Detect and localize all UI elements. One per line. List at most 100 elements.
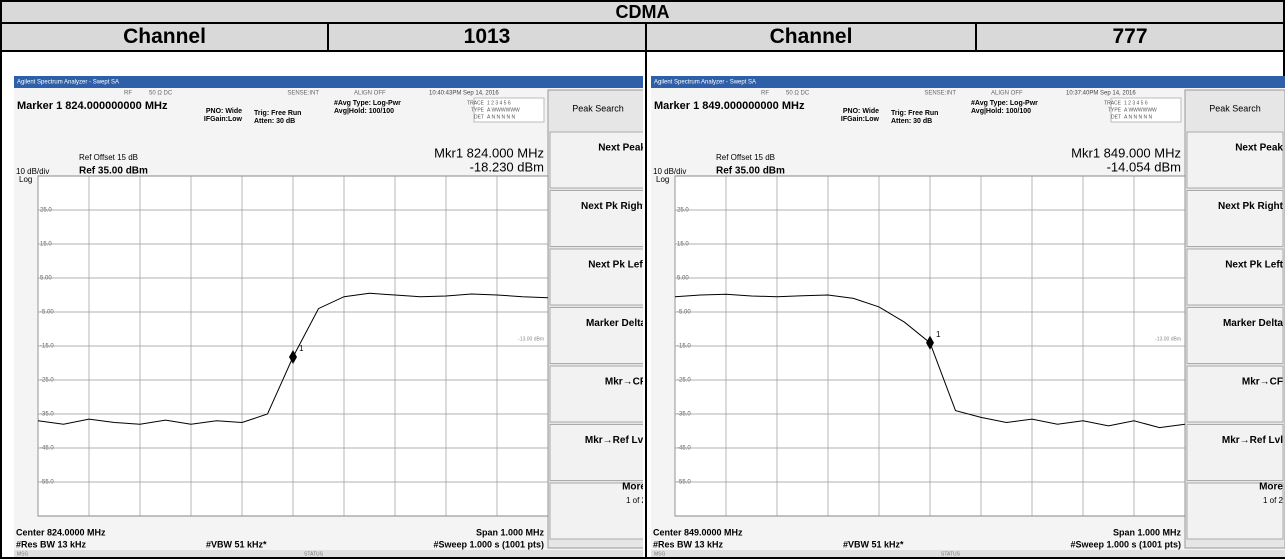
softkey-label: Next Pk Right [581,201,643,212]
header-cell: Channel [647,24,977,50]
softkey[interactable] [549,131,643,189]
ref-offset: Ref Offset 15 dB [716,153,775,162]
title-bar [651,76,1285,88]
softkey-label: Marker Delta [1223,318,1283,329]
marker-line: Marker 1 849.000000000 MHz [654,100,805,112]
y-tick-label: -55.0 [40,480,54,486]
softkey[interactable] [1186,307,1284,364]
y-tick-label: -5.00 [40,310,54,316]
softkey-label: Next Pk Left [588,260,643,271]
trace-info: A N N N N N [487,114,515,120]
display-line-label: -13.00 dBm [518,337,544,343]
softkey-label: Mkr→CF [1242,377,1283,388]
y-tick-label: -15.0 [40,344,54,350]
marker-line: Marker 1 824.000000000 MHz [17,100,168,112]
analyzer-screen: Agilent Spectrum Analyzer - Swept SA RF 50… [14,76,643,557]
softkey-label: More [1259,482,1283,493]
softkey[interactable] [1186,365,1284,423]
softkey[interactable] [549,248,643,306]
softkey[interactable] [1186,424,1284,481]
y-tick-label: 15.0 [677,242,689,248]
marker [926,335,934,350]
marker-label: 1 [299,344,304,353]
marker [289,349,297,364]
status-bar [14,550,643,557]
softkey[interactable] [1186,131,1284,189]
atten: Atten: 30 dB [891,118,932,125]
atten: Atten: 30 dB [254,118,295,125]
trace-info: DET [1111,114,1121,120]
trace-info: TRACE [1104,100,1122,106]
softkey[interactable] [549,424,643,481]
msg: MSG [654,551,666,557]
y-tick-label: 5.00 [677,276,689,282]
trace-info: TRACE [467,100,485,106]
sweep: #Sweep 1.000 s (1001 pts) [1070,539,1181,549]
trace-info: A N N N N N [1124,114,1152,120]
softkey[interactable] [549,365,643,423]
softkey[interactable] [549,307,643,364]
divider [645,52,647,557]
y-tick-label: -5.00 [677,310,691,316]
mkr-value: -14.054 dBm [1107,159,1181,174]
vbw: #VBW 51 kHz* [206,539,267,549]
table-title: CDMA [615,1,670,22]
avg-type: #Avg Type: Log-Pwr [971,100,1038,107]
trace-info: A WWWWWW [1124,107,1157,113]
pno: PNO: Wide [843,108,879,115]
span: Span 1.000 MHz [476,527,545,537]
header-cell: Channel [2,24,329,50]
status: STATUS [941,551,961,557]
scale: 10 dB/div [16,167,49,176]
softkey-label: Marker Delta [586,318,643,329]
y-tick-label: -45.0 [677,446,691,452]
header-cell: 777 [1112,25,1148,48]
trace-info: 1 2 3 4 5 6 [1124,100,1148,106]
softkey-title: Peak Search [572,103,624,113]
softkey[interactable] [549,482,643,540]
softkey-label: Mkr→Ref Lvl [585,435,643,446]
msg: MSG [17,551,29,557]
rf: RF [124,91,132,97]
softkey[interactable] [1186,190,1284,247]
window-title: Agilent Spectrum Analyzer - Swept SA [654,80,756,86]
softkey[interactable] [1186,248,1284,306]
softkey-title: Peak Search [1209,103,1261,113]
trace-info: DET [474,114,484,120]
trace-info: TYPE [471,107,485,113]
softkey-label: More [622,482,643,493]
trace-info: TYPE [1108,107,1122,113]
y-tick-label: 25.0 [40,208,52,214]
marker-label: 1 [936,330,941,339]
softkey-label: Mkr→Ref Lvl [1222,435,1283,446]
trace-box [473,97,545,123]
ifgain: IFGain:Low [204,116,243,123]
ref: Ref 35.00 dBm [716,166,785,177]
title-row: CDMA [2,2,1283,24]
softkey-label: Next Pk Right [1218,201,1284,212]
trig: Trig: Free Run [254,110,301,117]
softkey[interactable] [549,190,643,247]
span: Span 1.000 MHz [1113,527,1182,537]
scale: 10 dB/div [653,167,686,176]
center: Center 824.0000 MHz [16,527,106,537]
header-cell: 1013 [329,24,647,50]
status-bar [651,550,1285,557]
y-tick-label: -15.0 [677,344,691,350]
mkr-value: -18.230 dBm [470,159,544,174]
avg-hold: Avg|Hold: 100/100 [971,108,1031,115]
pno: PNO: Wide [206,108,242,115]
ifgain: IFGain:Low [841,116,880,123]
sense: SENSE:INT [924,91,956,97]
status: STATUS [304,551,324,557]
analyzer-screen: Agilent Spectrum Analyzer - Swept SA RF 50… [651,76,1285,557]
window-title: Agilent Spectrum Analyzer - Swept SA [17,80,119,86]
softkey[interactable] [1186,482,1284,540]
input: 50 Ω DC [149,91,173,97]
softkey-label: Next Pk Left [1225,260,1283,271]
y-tick-label: -55.0 [677,480,691,486]
mkr-freq: Mkr1 849.000 MHz [1071,145,1181,160]
softkey-page: 1 of 2 [626,496,643,505]
